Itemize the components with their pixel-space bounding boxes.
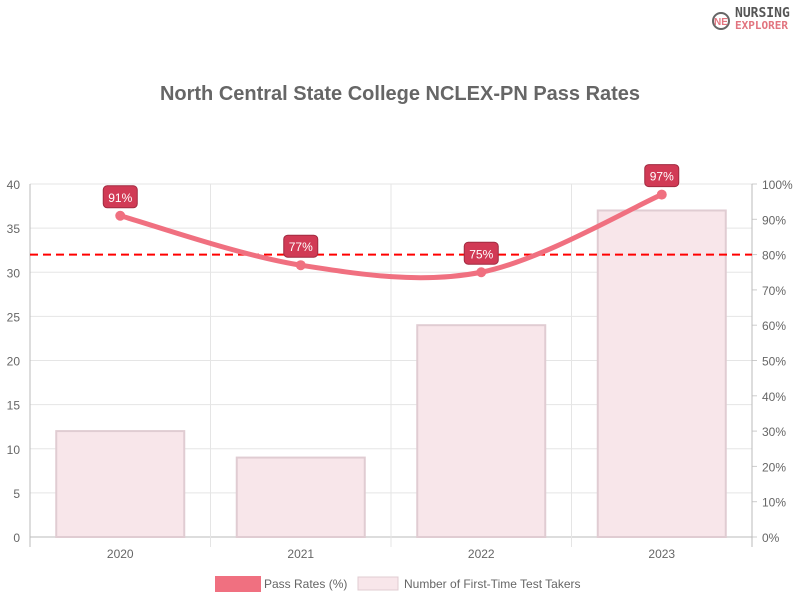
data-label-box [283, 234, 319, 258]
logo-line2: EXPLORER [735, 19, 788, 32]
chart-title: North Central State College NCLEX-PN Pas… [160, 83, 640, 105]
y-right-tick-label: 0% [762, 531, 780, 545]
legend-label-pass-rates: Pass Rates (%) [264, 577, 347, 591]
y-right-tick-label: 50% [762, 355, 786, 369]
svg-text:NE: NE [714, 17, 728, 28]
y-right-tick-label: 70% [762, 284, 786, 298]
y-left-tick-label: 15 [7, 399, 21, 413]
x-tick-label: 2022 [468, 547, 495, 561]
y-right-tick-label: 90% [762, 213, 786, 227]
y-right-tick-label: 100% [762, 178, 793, 192]
data-label-box [644, 164, 680, 188]
y-left-tick-label: 5 [13, 487, 20, 501]
y-right-tick-label: 10% [762, 496, 786, 510]
bar-2020 [55, 430, 186, 539]
pass-rate-point [476, 267, 487, 278]
data-label: 75% [469, 247, 493, 261]
x-tick-label: 2021 [287, 547, 314, 561]
legend-swatch-pass-rates [215, 576, 261, 592]
data-label-box [102, 185, 138, 209]
y-left-tick-label: 35 [7, 222, 21, 236]
x-tick-label: 2020 [107, 547, 134, 561]
pass-rate-point [295, 260, 306, 271]
legend-label-test-takers: Number of First-Time Test Takers [404, 577, 580, 591]
y-left-tick-label: 25 [7, 310, 21, 324]
y-right-tick-label: 20% [762, 460, 786, 474]
bar-2022 [416, 324, 547, 539]
y-right-tick-label: 60% [762, 319, 786, 333]
y-right-tick-label: 40% [762, 390, 786, 404]
bar-2023 [596, 209, 727, 538]
y-left-tick-label: 30 [7, 266, 21, 280]
data-label: 97% [650, 170, 674, 184]
y-left-tick-label: 10 [7, 443, 21, 457]
nursing-explorer-logo: NE NURSING EXPLORER [710, 6, 790, 32]
x-tick-label: 2023 [648, 547, 675, 561]
y-left-tick-label: 40 [7, 178, 21, 192]
data-label: 77% [289, 240, 313, 254]
pass-rate-point [115, 210, 126, 221]
bar-2021 [235, 456, 366, 539]
y-right-tick-label: 30% [762, 425, 786, 439]
y-right-tick-label: 80% [762, 249, 786, 263]
data-label-box [463, 241, 499, 265]
y-left-tick-label: 20 [7, 355, 21, 369]
logo-line1: NURSING [735, 6, 790, 21]
y-left-tick-label: 0 [13, 531, 20, 545]
pass-rate-line [119, 192, 663, 281]
logo-icon: NE [712, 12, 730, 30]
legend-swatch-test-takers [357, 576, 399, 591]
pass-rate-point [656, 189, 667, 200]
data-label: 91% [108, 191, 132, 205]
